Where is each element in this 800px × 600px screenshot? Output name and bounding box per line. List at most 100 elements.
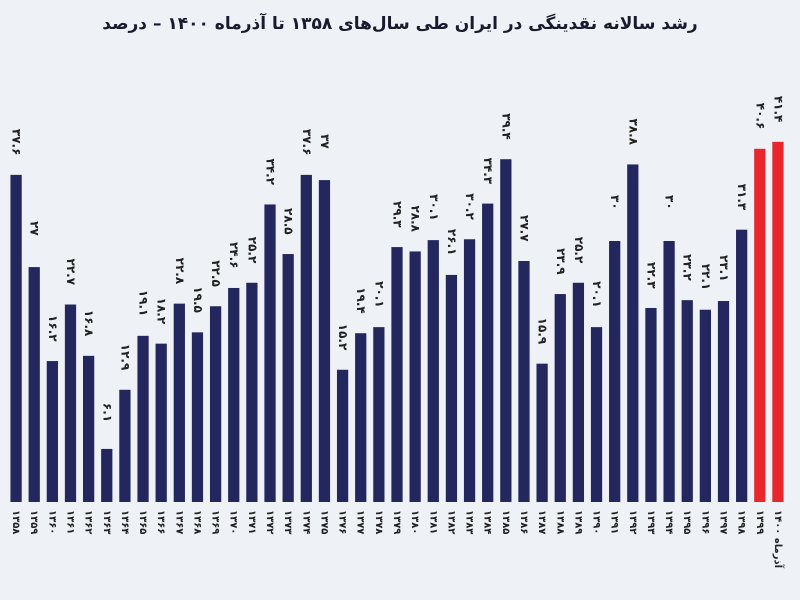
- bar-36: [663, 241, 675, 502]
- bar-value-label-37: ۲۳.۲: [681, 254, 695, 281]
- bar-39: [717, 301, 730, 502]
- x-tick-label-16: ۱۳۷۴: [300, 510, 311, 534]
- bar-value-label-5: ۶.۱: [100, 403, 114, 422]
- bar-40: [736, 229, 748, 502]
- bar-value-label-12: ۲۴.۶: [227, 242, 241, 269]
- x-tick-label-11: ۱۳۶۹: [210, 510, 221, 534]
- bar-value-label-29: ۱۵.۹: [536, 318, 550, 345]
- x-tick-label-28: ۱۳۸۶: [518, 510, 529, 534]
- bar-value-label-20: ۲۰.۱: [372, 281, 386, 308]
- bar-value-label-21: ۲۹.۳: [391, 201, 405, 228]
- bar-9: [173, 303, 185, 502]
- x-tick-label-5: ۱۳۶۳: [101, 510, 112, 534]
- bar-23: [427, 240, 439, 502]
- bar-value-label-28: ۲۷.۷: [517, 215, 531, 242]
- bar-value-label-9: ۲۲.۸: [173, 258, 187, 285]
- bar-30: [554, 294, 566, 502]
- bar-value-label-33: ۳۰: [608, 195, 622, 210]
- bar-value-label-36: ۳۰: [663, 195, 677, 210]
- bar-value-label-32: ۲۰.۱: [590, 281, 604, 308]
- bar-value-label-1: ۲۷: [28, 221, 42, 236]
- bar-14: [264, 204, 276, 502]
- bar-value-label-41: ۴۰.۶: [753, 103, 767, 130]
- bar-22: [409, 251, 421, 502]
- x-tick-label-3: ۱۳۶۱: [64, 510, 75, 534]
- bar-10: [191, 332, 204, 502]
- bars-layer: [10, 141, 784, 502]
- bar-value-label-4: ۱۶.۸: [82, 310, 96, 337]
- bar-41: [754, 148, 766, 502]
- bar-28: [518, 261, 530, 502]
- bar-42: [772, 141, 784, 502]
- x-tick-label-15: ۱۳۷۳: [282, 510, 293, 534]
- bar-value-label-40: ۳۱.۳: [735, 184, 749, 211]
- bar-value-label-24: ۲۶.۱: [445, 229, 459, 256]
- x-tick-label-14: ۱۳۷۲: [264, 510, 275, 534]
- x-tick-label-38: ۱۳۹۶: [699, 510, 710, 534]
- x-tick-label-30: ۱۳۸۸: [554, 510, 565, 534]
- x-tick-label-31: ۱۳۸۹: [572, 510, 583, 534]
- bar-38: [699, 309, 711, 502]
- x-tick-label-10: ۱۳۶۸: [191, 510, 202, 534]
- bar-37: [681, 300, 693, 502]
- bar-value-label-42: ۴۱.۴: [771, 96, 785, 123]
- bar-value-label-8: ۱۸.۲: [155, 298, 169, 325]
- bar-value-label-34: ۳۸.۸: [626, 118, 640, 145]
- bar-value-label-31: ۲۵.۲: [572, 237, 586, 264]
- bar-16: [300, 174, 312, 502]
- bar-13: [246, 282, 258, 502]
- x-tick-label-7: ۱۳۶۵: [137, 510, 148, 534]
- bar-3: [64, 304, 77, 502]
- bar-8: [155, 343, 167, 502]
- x-tick-label-17: ۱۳۷۵: [318, 510, 329, 534]
- x-tick-label-39: ۱۳۹۷: [718, 510, 729, 534]
- bar-21: [391, 247, 403, 502]
- bar-value-label-23: ۳۰.۱: [427, 194, 441, 221]
- x-tick-label-34: ۱۳۹۲: [627, 510, 638, 534]
- x-tick-label-33: ۱۳۹۱: [609, 510, 620, 534]
- bar-29: [536, 363, 548, 502]
- bar-value-label-3: ۲۲.۷: [64, 259, 78, 286]
- bar-34: [627, 164, 639, 502]
- x-tick-label-21: ۱۳۷۹: [391, 510, 402, 534]
- x-tick-label-32: ۱۳۹۰: [591, 510, 602, 534]
- x-tick-labels-layer: ۱۳۵۸ ۱۳۵۹ ۱۳۶۰ ۱۳۶۱ ۱۳۶۲ ۱۳۶۳ ۱۳۶۴ ۱۳۶۵ ۱۳۶۶ ۱۳۶۷…: [10, 510, 785, 569]
- x-tick-label-29: ۱۳۸۷: [536, 510, 547, 534]
- chart-title: رشد سالانه نقدینگی در ایران طی سال‌های ۱…: [102, 14, 698, 34]
- bar-value-label-39: ۲۳.۱: [717, 255, 731, 282]
- bar-value-label-10: ۱۹.۵: [191, 286, 205, 313]
- bar-6: [119, 389, 131, 502]
- bar-35: [645, 307, 657, 502]
- x-tick-label-40: ۱۳۹۸: [736, 510, 747, 534]
- bar-11: [209, 306, 222, 502]
- bar-value-label-26: ۳۴.۳: [481, 158, 495, 185]
- bar-value-label-30: ۲۳.۹: [554, 248, 568, 275]
- x-tick-label-26: ۱۳۸۴: [482, 510, 493, 534]
- x-tick-label-42: آذرماه ۱۴۰۰: [772, 510, 785, 569]
- bar-17: [318, 180, 331, 502]
- x-tick-label-27: ۱۳۸۵: [500, 510, 511, 534]
- bar-value-label-18: ۱۵.۲: [336, 324, 350, 351]
- bar-value-label-13: ۲۵.۲: [245, 237, 259, 264]
- x-tick-label-13: ۱۳۷۱: [246, 510, 257, 534]
- x-tick-label-2: ۱۳۶۰: [46, 510, 57, 534]
- bar-27: [500, 159, 512, 502]
- x-tick-label-4: ۱۳۶۲: [83, 510, 94, 534]
- bar-0: [10, 174, 22, 502]
- bar-20: [373, 327, 385, 502]
- bar-value-label-17: ۳۷: [318, 134, 332, 149]
- x-tick-label-35: ۱۳۹۳: [645, 510, 656, 534]
- bar-value-label-22: ۲۸.۸: [409, 205, 423, 232]
- x-tick-label-24: ۱۳۸۲: [445, 510, 456, 534]
- x-tick-label-25: ۱۳۸۳: [464, 510, 475, 534]
- bar-31: [572, 282, 585, 502]
- x-tick-label-8: ۱۳۶۶: [155, 510, 166, 534]
- bar-26: [482, 203, 494, 502]
- x-tick-label-12: ۱۳۷۰: [228, 510, 239, 534]
- value-labels-layer: ۳۷.۶ ۲۷ ۱۶.۲ ۲۲.۷ ۱۶.۸ ۶.۱ ۱۲.۹ ۱۹.۱ ۱۸.۲ ۲۲.۸ ۱۹.…: [10, 96, 786, 422]
- bar-value-label-7: ۱۹.۱: [137, 290, 151, 317]
- x-tick-label-37: ۱۳۹۵: [681, 510, 692, 534]
- x-tick-label-23: ۱۳۸۱: [427, 510, 438, 534]
- bar-value-label-19: ۱۹.۴: [354, 287, 368, 314]
- x-tick-label-22: ۱۳۸۰: [409, 510, 420, 534]
